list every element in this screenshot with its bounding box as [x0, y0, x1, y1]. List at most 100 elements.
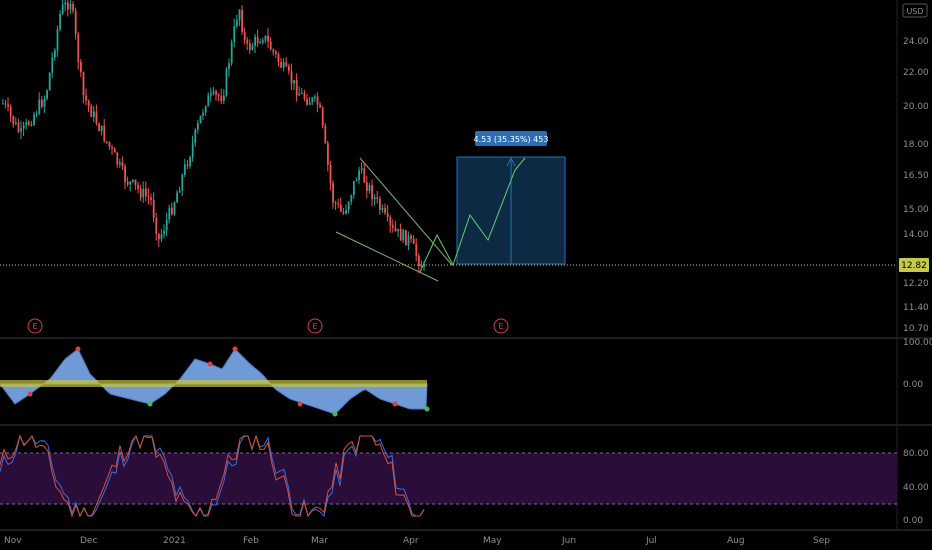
- candle-body: [415, 243, 418, 256]
- earnings-marker-2[interactable]: E: [307, 318, 323, 334]
- candle-body: [386, 212, 389, 217]
- current-price-tag: 12.82: [901, 261, 927, 271]
- candle-body: [371, 185, 373, 200]
- candle-body: [17, 122, 20, 132]
- candle-body: [373, 197, 376, 200]
- candle-body: [77, 34, 80, 62]
- candle-body: [155, 218, 158, 234]
- candle-body: [332, 183, 334, 203]
- candle-body: [306, 98, 308, 105]
- candle-body: [402, 230, 405, 241]
- candle-body: [295, 80, 298, 96]
- candle-body: [405, 230, 407, 246]
- price-tick: 24.00: [903, 37, 929, 47]
- stoch-overbought-band: [0, 453, 897, 504]
- candle-body: [223, 95, 225, 101]
- candle-body: [275, 51, 277, 54]
- time-label: May: [483, 536, 502, 546]
- candle-body: [210, 93, 212, 96]
- candle-body: [197, 123, 199, 130]
- candle-body: [160, 234, 163, 240]
- candle-body: [249, 43, 251, 50]
- candlestick-series[interactable]: [2, 0, 425, 274]
- candle-body: [363, 168, 366, 183]
- price-axis[interactable]: USD 24.00 22.00 20.00 18.00 16.50 15.00 …: [899, 3, 929, 334]
- candle-body: [189, 157, 191, 167]
- candle-body: [184, 164, 186, 175]
- candle-body: [238, 10, 241, 21]
- candle-body: [2, 103, 4, 105]
- candle-body: [168, 207, 171, 220]
- price-tick: 11.40: [903, 303, 929, 313]
- time-label: Jul: [645, 536, 657, 546]
- candle-body: [243, 32, 246, 40]
- oscillator-signal-dot: [147, 401, 153, 407]
- candle-body: [46, 90, 48, 99]
- candle-body: [171, 207, 173, 215]
- stoch-k-line: [0, 434, 425, 518]
- candle-body: [358, 170, 360, 180]
- candle-body: [59, 13, 61, 30]
- candle-body: [33, 114, 35, 125]
- candle-body: [321, 107, 324, 126]
- candle-body: [9, 106, 12, 116]
- price-tick: 15.00: [903, 205, 929, 215]
- candle-body: [181, 174, 184, 191]
- time-axis[interactable]: Nov Dec 2021 Feb Mar Apr May Jun Jul Aug…: [4, 536, 830, 546]
- stoch-axis[interactable]: 80.00 40.00 0.00: [903, 449, 929, 526]
- candle-body: [106, 141, 108, 143]
- candle-body: [397, 228, 399, 232]
- candle-body: [103, 125, 106, 142]
- current-price-tag-box: [899, 258, 929, 272]
- candle-body: [38, 99, 41, 114]
- candle-body: [389, 216, 392, 226]
- candle-body: [337, 203, 340, 205]
- candle-body: [293, 80, 295, 84]
- candle-body: [25, 122, 28, 126]
- price-tick: 22.00: [903, 68, 929, 78]
- candle-body: [35, 113, 38, 115]
- candle-body: [207, 95, 210, 107]
- candle-body: [225, 68, 228, 96]
- candle-body: [98, 123, 100, 132]
- candle-body: [381, 207, 384, 210]
- projection-arrow-head: [506, 156, 516, 167]
- price-tick: 20.00: [903, 102, 929, 112]
- candle-body: [269, 41, 272, 50]
- earnings-marker-1[interactable]: E: [27, 318, 43, 334]
- candle-body: [64, 2, 67, 5]
- time-label: 2021: [163, 536, 186, 546]
- candle-body: [262, 40, 264, 43]
- projection-label-box: [475, 131, 547, 146]
- price-tick: 14.00: [903, 230, 929, 240]
- candle-body: [407, 235, 410, 246]
- candle-body: [204, 106, 207, 113]
- candle-body: [30, 124, 33, 126]
- candle-body: [137, 184, 139, 189]
- currency-tag-box: [902, 3, 928, 18]
- candle-body: [303, 92, 306, 99]
- time-label: Dec: [80, 536, 97, 546]
- candle-body: [212, 91, 215, 94]
- price-tick: 16.50: [903, 171, 929, 181]
- currency-tag: USD: [906, 7, 923, 16]
- candle-body: [4, 103, 7, 105]
- candle-body: [267, 35, 269, 42]
- candle-body: [28, 122, 30, 125]
- wedge-upper-line[interactable]: [359, 157, 453, 266]
- wedge-lower-line[interactable]: [335, 231, 439, 282]
- candle-body: [251, 45, 254, 50]
- candle-body: [85, 95, 87, 101]
- oscillator-axis[interactable]: 100.00 0.00: [903, 338, 932, 390]
- earnings-marker-3[interactable]: E: [493, 318, 509, 334]
- stochastic-series[interactable]: [0, 434, 425, 518]
- forecast-path[interactable]: [419, 157, 526, 273]
- oscillator-series[interactable]: [0, 346, 430, 417]
- candle-body: [95, 111, 98, 124]
- candle-body: [7, 104, 9, 107]
- candle-body: [173, 202, 176, 215]
- candle-body: [285, 62, 288, 67]
- candle-body: [217, 94, 220, 97]
- candle-body: [41, 99, 43, 107]
